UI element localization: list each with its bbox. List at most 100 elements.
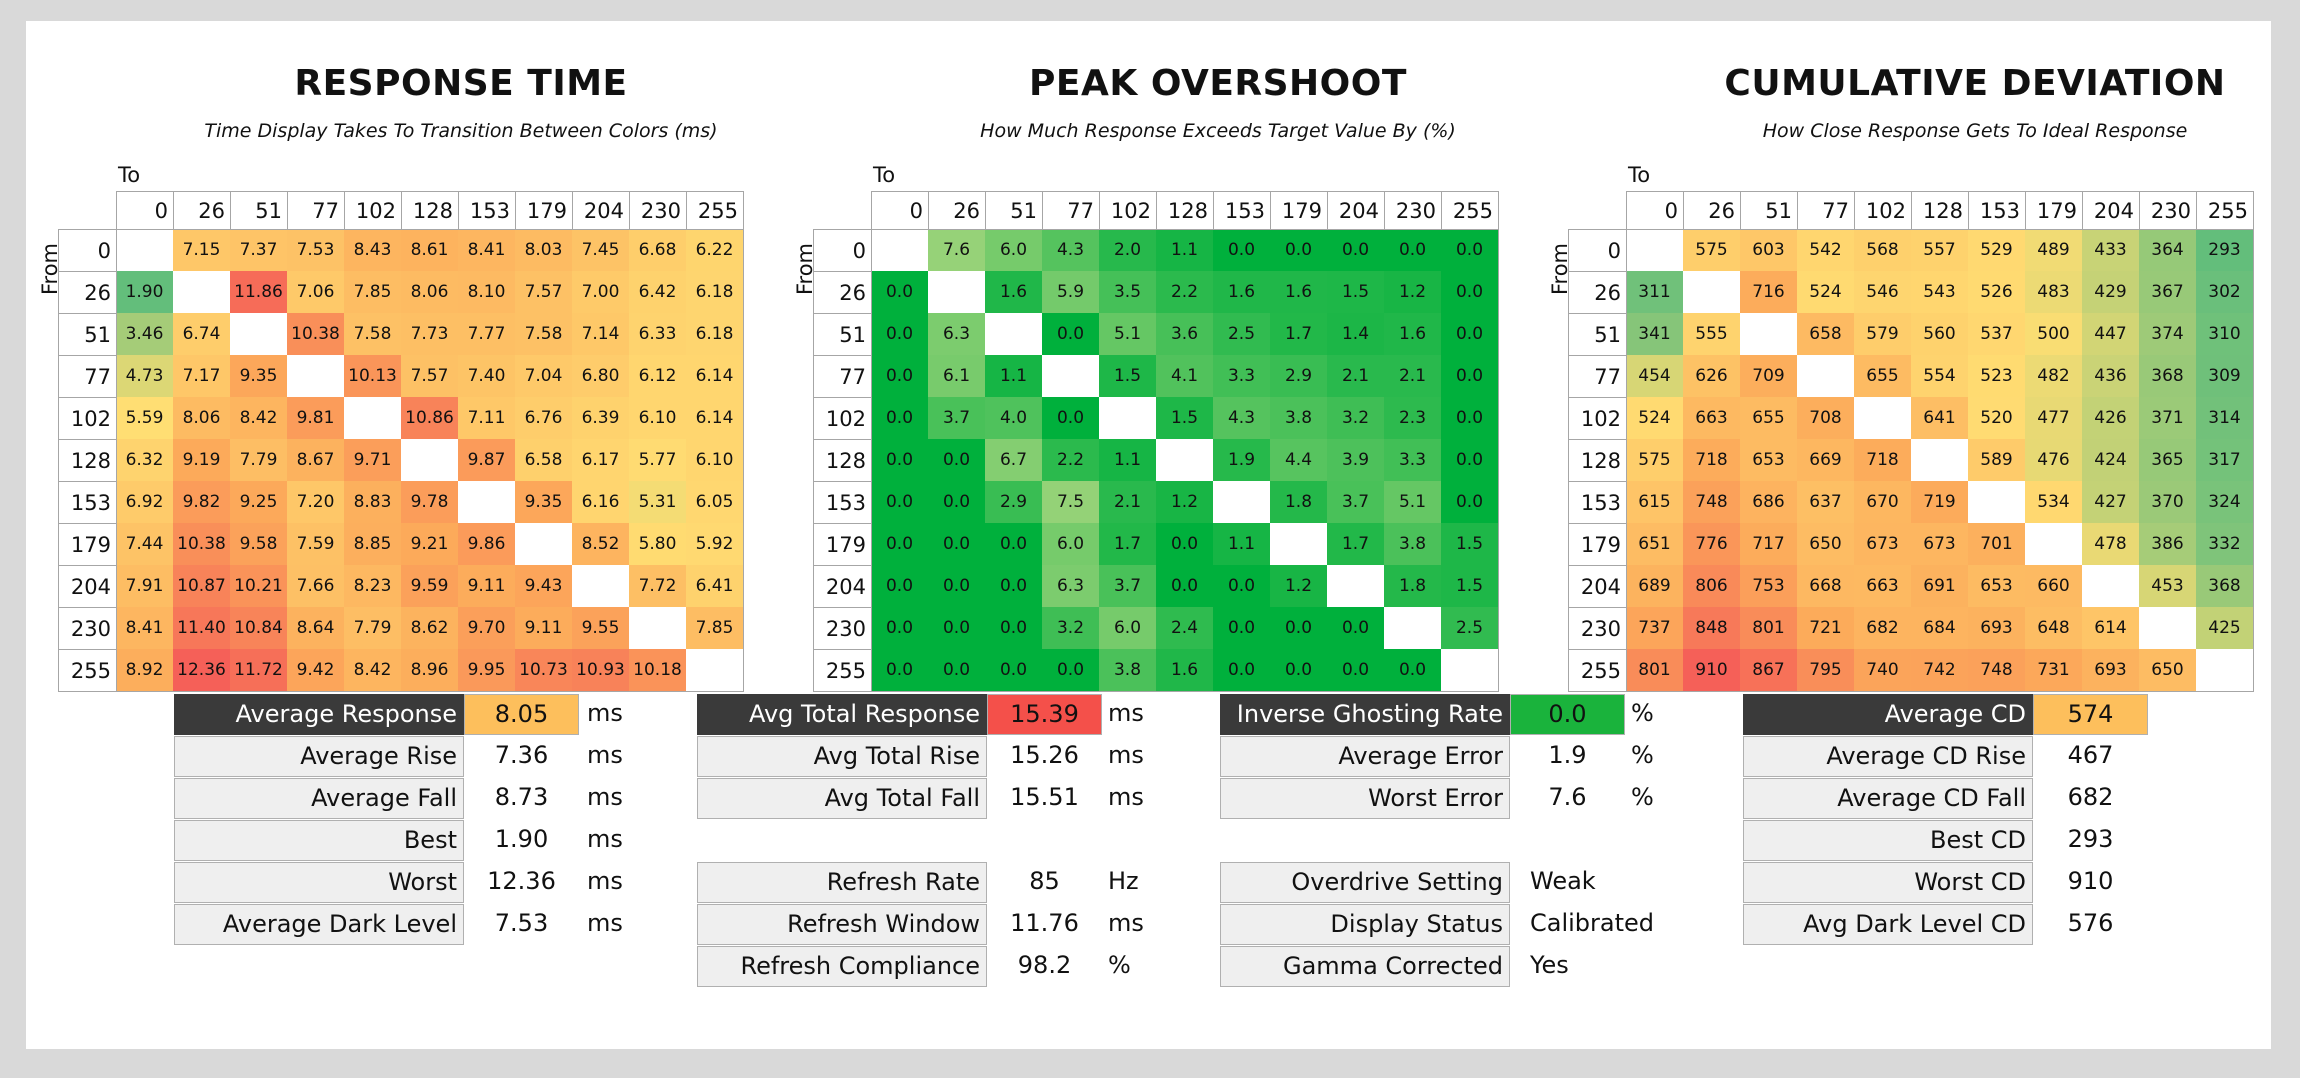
column-header: 102 (344, 191, 402, 230)
heatmap-cell: 0.0 (871, 439, 928, 481)
heatmap-cell: 1.5 (1327, 271, 1384, 313)
heatmap-cell: 0.0 (1213, 565, 1270, 607)
heatmap-cell: 7.85 (344, 271, 401, 313)
row-header: 230 (58, 607, 117, 650)
heatmap-cell: 568 (1854, 229, 1911, 271)
heatmap-cell: 3.9 (1327, 439, 1384, 481)
heatmap-cell: 7.73 (401, 313, 458, 355)
best-cd-label: Best CD (1743, 820, 2033, 861)
heatmap-cell: 10.38 (173, 523, 230, 565)
heatmap-cell (1911, 439, 1968, 481)
heatmap-cell (230, 313, 287, 355)
avg-total-fall-value: 15.51 (1010, 783, 1079, 811)
heatmap-cell: 11.86 (230, 271, 287, 313)
worst-label: Worst (174, 862, 464, 903)
heatmap-cell: 3.6 (1156, 313, 1213, 355)
heatmap-cell: 8.06 (173, 397, 230, 439)
heatmap-cell: 0.0 (1042, 397, 1099, 439)
row-header: 77 (813, 355, 872, 398)
heatmap-cell: 2.4 (1156, 607, 1213, 649)
heatmap-cell: 2.1 (1099, 481, 1156, 523)
heatmap-cell: 364 (2139, 229, 2196, 271)
heatmap-cell: 476 (2025, 439, 2082, 481)
heatmap-cell (2025, 523, 2082, 565)
heatmap-cell: 3.46 (116, 313, 173, 355)
heatmap-cell (1213, 481, 1270, 523)
heatmap-cell: 0.0 (871, 355, 928, 397)
heatmap-cell: 8.62 (401, 607, 458, 649)
heatmap-cell: 708 (1797, 397, 1854, 439)
heatmap-cell: 748 (1683, 481, 1740, 523)
heatmap-cell: 0.0 (928, 439, 985, 481)
heatmap-cell: 1.2 (1270, 565, 1327, 607)
heatmap-cell: 341 (1626, 313, 1683, 355)
heatmap-cell: 7.53 (287, 229, 344, 271)
column-header: 128 (401, 191, 459, 230)
heatmap-cell: 689 (1626, 565, 1683, 607)
heatmap-cell: 368 (2139, 355, 2196, 397)
heatmap-cell: 555 (1683, 313, 1740, 355)
heatmap-cell: 0.0 (1441, 313, 1498, 355)
heatmap-cell: 4.4 (1270, 439, 1327, 481)
heatmap-cell (1968, 481, 2025, 523)
row-header: 153 (1568, 481, 1627, 524)
heatmap-cell: 6.68 (629, 229, 686, 271)
heatmap-cell: 436 (2082, 355, 2139, 397)
report-canvas: RESPONSE TIME Time Display Takes To Tran… (26, 21, 2271, 1049)
row-header: 255 (1568, 649, 1627, 692)
heatmap-cell: 637 (1797, 481, 1854, 523)
heatmap-cell: 0.0 (1327, 229, 1384, 271)
heatmap-cell: 0.0 (1441, 439, 1498, 481)
heatmap-cell (1797, 355, 1854, 397)
heatmap-cell: 9.86 (458, 523, 515, 565)
heatmap-cell: 365 (2139, 439, 2196, 481)
heatmap-cell: 454 (1626, 355, 1683, 397)
heatmap-cell: 0.0 (1270, 607, 1327, 649)
avg-total-rise-label: Avg Total Rise (697, 736, 987, 777)
row-header: 102 (58, 397, 117, 440)
heatmap-cell: 0.0 (928, 649, 985, 691)
heatmap-cell: 718 (1854, 439, 1911, 481)
heatmap-cell: 4.3 (1213, 397, 1270, 439)
heatmap-cell: 7.00 (572, 271, 629, 313)
heatmap-cell (344, 397, 401, 439)
column-header: 230 (2139, 191, 2197, 230)
heatmap-cell: 453 (2139, 565, 2196, 607)
heatmap-cell: 701 (1968, 523, 2025, 565)
row-header: 26 (1568, 271, 1627, 314)
heatmap-cell: 10.86 (401, 397, 458, 439)
heatmap-cell: 371 (2139, 397, 2196, 439)
heatmap-cell (1042, 355, 1099, 397)
worst-value: 12.36 (487, 867, 556, 895)
refresh-compliance-label: Refresh Compliance (697, 946, 987, 987)
row-header: 179 (813, 523, 872, 566)
heatmap-cell: 6.05 (686, 481, 743, 523)
heatmap-cell (985, 313, 1042, 355)
row-header: 77 (1568, 355, 1627, 398)
heatmap-cell: 6.18 (686, 313, 743, 355)
column-header: 204 (1327, 191, 1385, 230)
heatmap-cell: 9.71 (344, 439, 401, 481)
best-label: Best (174, 820, 464, 861)
heatmap-cell: 6.33 (629, 313, 686, 355)
heatmap-cell: 5.31 (629, 481, 686, 523)
column-header: 77 (1797, 191, 1855, 230)
heatmap-cell: 6.10 (629, 397, 686, 439)
heatmap-cell: 8.42 (230, 397, 287, 439)
heatmap-cell: 0.0 (1042, 313, 1099, 355)
heatmap-cell: 10.21 (230, 565, 287, 607)
heatmap-cell: 737 (1626, 607, 1683, 649)
heatmap-cell: 716 (1740, 271, 1797, 313)
average-cd-value: 574 (2033, 694, 2148, 735)
heatmap-cell: 0.0 (871, 649, 928, 691)
row-header: 204 (1568, 565, 1627, 608)
heatmap-cell: 2.3 (1384, 397, 1441, 439)
heatmap-cell: 6.7 (985, 439, 1042, 481)
heatmap-cell: 0.0 (1156, 565, 1213, 607)
heatmap-cell: 801 (1626, 649, 1683, 691)
heatmap-cell (173, 271, 230, 313)
heatmap-cell: 650 (1797, 523, 1854, 565)
heatmap-cell: 718 (1683, 439, 1740, 481)
heatmap-cell: 650 (2139, 649, 2196, 691)
avg-total-response-unit: ms (1108, 699, 1144, 727)
